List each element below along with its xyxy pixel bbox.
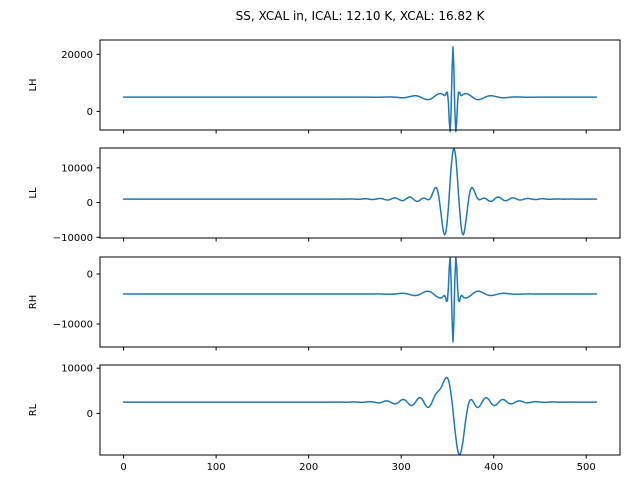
y-axis-label-rl: RL	[28, 403, 39, 416]
x-tick-label: 0	[120, 462, 126, 473]
y-axis-label-lh: LH	[28, 78, 39, 91]
y-tick-label: 0	[87, 270, 93, 281]
waveform-line-lh	[122, 46, 598, 133]
y-tick-label: 20000	[61, 50, 93, 61]
y-tick-label: 0	[87, 198, 93, 209]
y-tick-label: −10000	[53, 233, 93, 244]
x-tick-label: 200	[299, 462, 318, 473]
y-axis-label-rh: RH	[28, 295, 39, 309]
y-tick-label: 10000	[61, 364, 93, 375]
x-tick-label: 400	[484, 462, 503, 473]
y-tick-label: −10000	[53, 320, 93, 331]
chart-title: SS, XCAL in, ICAL: 12.10 K, XCAL: 16.82 …	[235, 9, 485, 23]
axes-frame-lh	[99, 39, 621, 131]
x-tick-label: 100	[207, 462, 226, 473]
y-axis-label-ll: LL	[28, 187, 39, 199]
x-tick-label: 500	[577, 462, 596, 473]
axes-frame-rl	[99, 364, 621, 456]
waveform-line-rl	[122, 376, 598, 456]
waveform-line-ll	[122, 147, 598, 236]
waveform-line-rh	[122, 256, 598, 343]
y-tick-label: 0	[87, 409, 93, 420]
y-tick-label: 10000	[61, 163, 93, 174]
axes-frame-rh	[99, 256, 621, 348]
axes-frame-ll	[99, 147, 621, 239]
y-tick-label: 0	[87, 107, 93, 118]
x-tick-label: 300	[392, 462, 411, 473]
